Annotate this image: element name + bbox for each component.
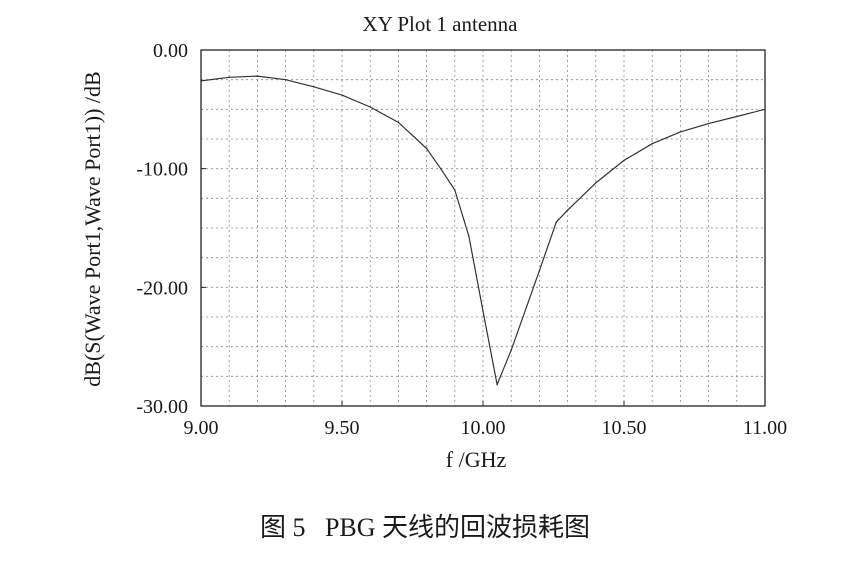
data-point [454, 189, 456, 191]
tick-marks [200, 49, 766, 407]
x-axis-label: f /GHz [446, 447, 507, 472]
plot-frame [200, 49, 766, 407]
y-tick-label: 0.00 [153, 40, 188, 62]
data-point [595, 182, 597, 184]
x-tick-label: 9.50 [325, 417, 360, 439]
series-group [200, 75, 766, 386]
y-tick-label: -20.00 [136, 277, 188, 299]
data-point [707, 122, 710, 125]
data-point [440, 168, 442, 170]
y-axis-label: dB(S(Wave Port1,Wave Port1)) /dB [80, 71, 105, 386]
y-tick-label: -10.00 [136, 159, 188, 181]
data-point [679, 131, 682, 133]
y-tick-label: -30.00 [136, 396, 188, 418]
tick-labels: 9.00 9.50 10.00 10.50 11.00 0.00 -10.00 -20.00 -… [136, 40, 787, 439]
data-point [651, 143, 653, 145]
data-point [256, 75, 259, 77]
data-point [369, 106, 371, 108]
data-point [736, 115, 738, 118]
data-point [623, 159, 625, 162]
data-point [496, 383, 498, 386]
data-point [228, 76, 230, 79]
data-point [468, 235, 470, 237]
x-tick-label: 10.00 [461, 417, 506, 439]
data-point [341, 94, 343, 96]
chart-title: XY Plot 1 antenna [363, 12, 519, 36]
data-point [425, 147, 428, 150]
data-point [482, 310, 484, 312]
figure-caption: 图 5 PBG 天线的回波损耗图 [260, 513, 590, 542]
data-point [313, 86, 315, 88]
x-tick-label: 9.00 [184, 417, 219, 439]
data-point [397, 121, 400, 124]
grid [201, 50, 765, 406]
data-point [566, 209, 569, 211]
data-point [555, 221, 557, 223]
data-point [764, 108, 766, 111]
x-tick-label: 11.00 [743, 417, 787, 439]
data-point [510, 349, 512, 351]
data-point [538, 270, 541, 272]
data-point [200, 80, 202, 82]
data-point [284, 79, 287, 81]
x-tick-label: 10.50 [602, 417, 647, 439]
